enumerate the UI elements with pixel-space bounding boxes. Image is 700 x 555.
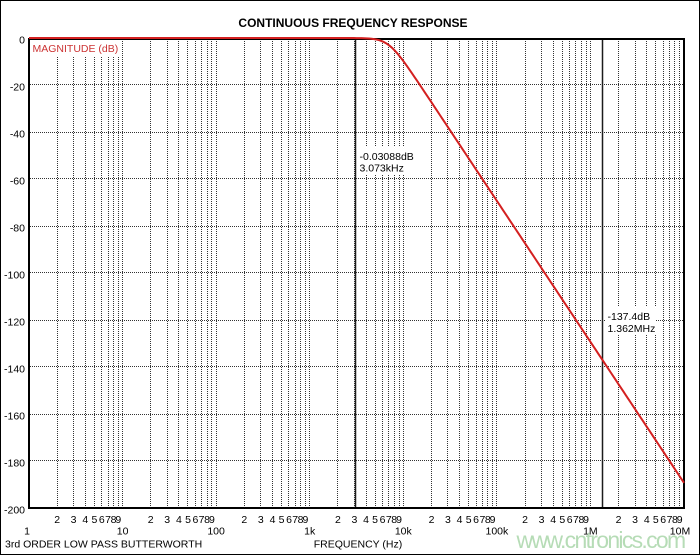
svg-text:5: 5 [91,514,97,526]
svg-text:CONTINUOUS FREQUENCY RESPONSE: CONTINUOUS FREQUENCY RESPONSE [238,16,467,30]
svg-text:3: 3 [351,514,357,526]
svg-text:5: 5 [559,514,565,526]
svg-text:7: 7 [573,514,579,526]
svg-text:9: 9 [396,514,402,526]
svg-text:3: 3 [539,514,545,526]
svg-text:7: 7 [105,514,111,526]
svg-text:5: 5 [279,514,285,526]
svg-text:3: 3 [71,514,77,526]
svg-text:3.073kHz: 3.073kHz [360,163,404,175]
svg-text:-200: -200 [4,505,25,517]
svg-text:9: 9 [583,514,589,526]
svg-text:-100: -100 [4,270,25,282]
svg-text:10: 10 [117,526,129,538]
svg-text:4: 4 [550,514,556,526]
svg-text:1M: 1M [583,526,598,538]
svg-text:100: 100 [207,526,225,538]
svg-text:2: 2 [54,514,60,526]
svg-text:6: 6 [473,514,479,526]
svg-text:4: 4 [644,514,650,526]
svg-text:2: 2 [429,514,435,526]
svg-text:9: 9 [209,514,215,526]
svg-text:-120: -120 [4,317,25,329]
svg-text:3rd ORDER LOW PASS BUTTERWORTH: 3rd ORDER LOW PASS BUTTERWORTH [5,539,202,551]
svg-text:6: 6 [192,514,198,526]
svg-text:4: 4 [363,514,369,526]
svg-text:-80: -80 [10,223,25,235]
svg-text:-20: -20 [10,82,25,94]
svg-text:4: 4 [270,514,276,526]
svg-text:6: 6 [99,514,105,526]
svg-text:8: 8 [485,514,491,526]
svg-text:-60: -60 [10,176,25,188]
svg-text:8: 8 [111,514,117,526]
svg-text:-0.03088dB: -0.03088dB [360,151,414,163]
svg-text:8: 8 [672,514,678,526]
svg-text:2: 2 [241,514,247,526]
svg-text:6: 6 [286,514,292,526]
svg-text:5: 5 [185,514,191,526]
svg-text:4: 4 [457,514,463,526]
svg-text:7: 7 [292,514,298,526]
svg-text:MAGNITUDE (dB): MAGNITUDE (dB) [33,43,119,55]
svg-text:8: 8 [298,514,304,526]
svg-text:3: 3 [632,514,638,526]
svg-text:FREQUENCY (Hz): FREQUENCY (Hz) [314,539,402,551]
svg-text:4: 4 [82,514,88,526]
svg-text:5: 5 [466,514,472,526]
svg-text:9: 9 [677,514,683,526]
svg-text:4: 4 [176,514,182,526]
svg-text:www.cntronics.com: www.cntronics.com [516,527,685,553]
svg-text:10k: 10k [395,526,413,538]
svg-text:5: 5 [653,514,659,526]
svg-text:0: 0 [19,35,25,47]
svg-text:7: 7 [667,514,673,526]
svg-text:-180: -180 [4,458,25,470]
svg-text:2: 2 [148,514,154,526]
svg-text:3: 3 [445,514,451,526]
svg-text:6: 6 [380,514,386,526]
svg-text:2: 2 [335,514,341,526]
svg-text:1: 1 [24,526,30,538]
svg-text:5: 5 [372,514,378,526]
svg-text:8: 8 [578,514,584,526]
svg-text:7: 7 [199,514,205,526]
svg-text:9: 9 [115,514,121,526]
svg-text:9: 9 [302,514,308,526]
svg-text:-40: -40 [10,129,25,141]
svg-text:-160: -160 [4,411,25,423]
svg-text:1k: 1k [304,526,316,538]
svg-text:2: 2 [616,514,622,526]
svg-text:9: 9 [490,514,496,526]
svg-text:1.362MHz: 1.362MHz [608,323,656,335]
svg-text:8: 8 [391,514,397,526]
svg-text:3: 3 [258,514,264,526]
svg-text:3: 3 [164,514,170,526]
svg-text:100k: 100k [486,526,510,538]
svg-text:7: 7 [479,514,485,526]
svg-text:2: 2 [522,514,528,526]
svg-text:-140: -140 [4,364,25,376]
svg-text:10M: 10M [670,526,690,538]
svg-text:-137.4dB: -137.4dB [608,311,651,323]
svg-text:8: 8 [204,514,210,526]
svg-text:6: 6 [660,514,666,526]
svg-text:7: 7 [386,514,392,526]
svg-text:6: 6 [567,514,573,526]
